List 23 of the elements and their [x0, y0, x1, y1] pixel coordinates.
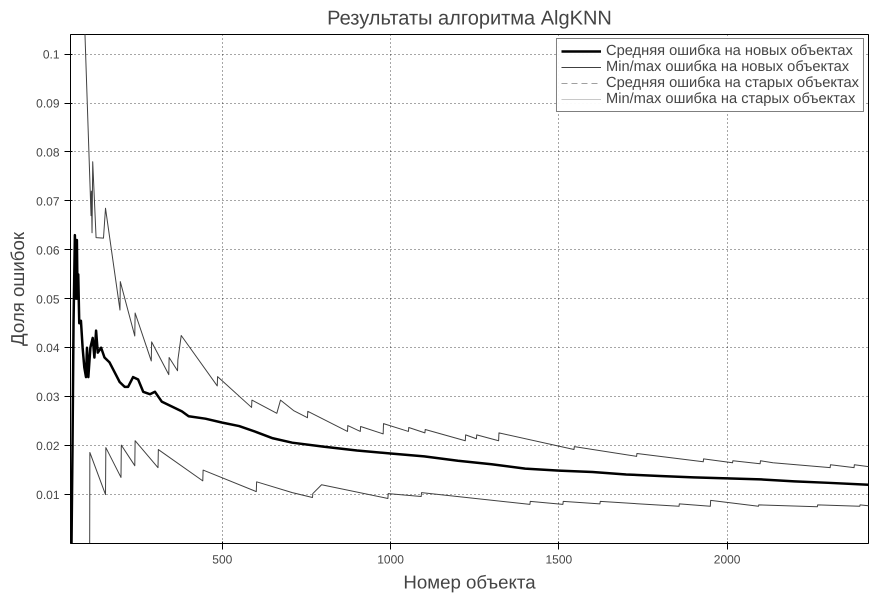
x-tick-label: 1000 [377, 552, 404, 566]
line-series [84, 34, 868, 468]
y-tick-label: 0.02 [36, 439, 60, 454]
x-tick-label: 1500 [546, 552, 573, 566]
y-tick-label: 0.1 [42, 48, 60, 62]
y-tick-label: 0.04 [36, 341, 60, 356]
y-axis-title: Доля ошибок [7, 231, 28, 346]
legend-label: Средняя ошибка на новых объектах [606, 43, 853, 59]
y-tick-label: 0.06 [36, 243, 60, 258]
line-series [89, 440, 868, 544]
legend-label: Min/max ошибка на старых объектах [606, 91, 856, 107]
x-tick-label: 500 [212, 552, 233, 566]
x-tick-label: 2000 [714, 552, 741, 566]
y-tick-label: 0.07 [36, 194, 60, 208]
y-tick-label: 0.09 [36, 96, 60, 111]
legend-label: Средняя ошибка на старых объектах [606, 75, 859, 91]
x-axis-title: Номер объекта [403, 572, 536, 592]
y-tick-label: 0.05 [36, 292, 60, 306]
legend-label: Min/max ошибка на новых объектах [606, 59, 850, 75]
y-tick-label: 0.08 [36, 145, 60, 160]
y-tick-label: 0.01 [36, 488, 60, 502]
y-tick-label: 0.03 [36, 390, 60, 404]
chart-title: Результаты алгоритма AlgKNN [327, 8, 612, 30]
